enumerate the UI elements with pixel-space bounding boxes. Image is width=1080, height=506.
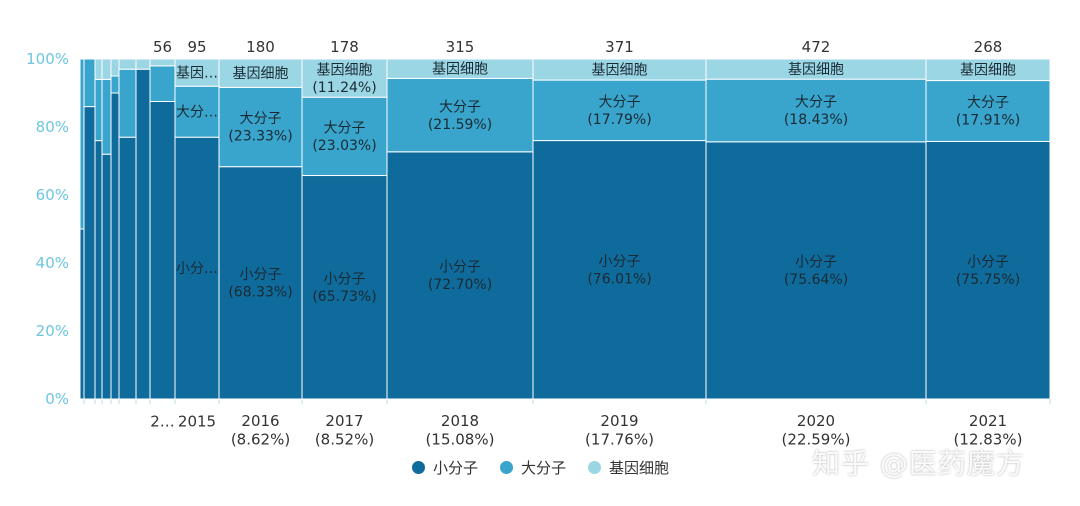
y-tick-label: 20% xyxy=(36,322,69,340)
column-total-label: 180 xyxy=(246,38,275,56)
segment-gene-cell xyxy=(118,58,137,70)
segment-large-molecule xyxy=(705,78,927,143)
legend-swatch xyxy=(588,461,602,474)
segment-large-molecule xyxy=(532,79,707,142)
segment-label: 小分子(75.64%) xyxy=(784,255,848,289)
x-tick-label: 2016 (8.62%) xyxy=(231,412,290,449)
x-tick-label: 2015 xyxy=(178,412,216,430)
column-total-label: 95 xyxy=(187,38,206,56)
legend-label: 基因细胞 xyxy=(609,459,670,477)
segment-small-molecule xyxy=(83,106,96,400)
x-tick-label: 2019 (17.76%) xyxy=(585,412,654,449)
legend-item-small-molecule: 小分子 xyxy=(412,457,478,478)
x-tick-label: 2017 (8.52%) xyxy=(315,412,374,449)
column-total-label: 268 xyxy=(974,38,1003,56)
segment-label: 大分子(17.91%) xyxy=(956,95,1020,129)
segment-gene-cell xyxy=(218,58,303,88)
y-tick-label: 60% xyxy=(36,186,69,204)
y-tick-label: 0% xyxy=(45,390,69,408)
segment-label: 小分子(65.73%) xyxy=(312,271,376,305)
segment-label: 基因… xyxy=(176,65,218,82)
legend-swatch xyxy=(500,461,514,474)
column-total-label: 56 xyxy=(153,38,172,56)
segment-label: 基因细胞 xyxy=(788,61,844,78)
legend-item-gene-cell: 基因细胞 xyxy=(588,457,669,478)
segment-small-molecule xyxy=(118,136,137,400)
segment-label: 大分子(21.59%) xyxy=(428,99,492,133)
segment-large-molecule xyxy=(110,75,120,94)
segment-gene-cell xyxy=(110,58,120,77)
segment-small-molecule xyxy=(705,141,927,400)
segment-large-molecule xyxy=(925,80,1051,142)
segment-label: 基因细胞 xyxy=(592,61,648,78)
legend: 小分子 大分子 基因细胞 xyxy=(412,457,669,478)
segment-large-molecule xyxy=(174,85,220,138)
segment-gene-cell xyxy=(94,58,103,80)
x-tick-label: 2020 (22.59%) xyxy=(782,412,851,449)
segment-small-molecule xyxy=(135,68,151,400)
y-tick-label: 40% xyxy=(36,254,69,272)
segment-gene-cell xyxy=(149,58,176,67)
x-tick-label: 2… xyxy=(150,412,175,430)
segment-label: 基因细胞 xyxy=(233,65,289,82)
segment-small-molecule xyxy=(79,228,85,400)
segment-large-molecule xyxy=(101,78,112,155)
segment-large-molecule xyxy=(79,58,85,230)
segment-label: 大分子(18.43%) xyxy=(784,95,848,129)
segment-large-molecule xyxy=(118,68,137,138)
column-total-label: 315 xyxy=(446,38,475,56)
segment-gene-cell xyxy=(174,58,220,87)
segment-label: 基因细胞 xyxy=(432,61,488,78)
segment-label: 基因细胞 xyxy=(960,62,1016,79)
segment-label: 大分子(23.03%) xyxy=(312,121,376,155)
segment-large-molecule xyxy=(94,78,103,142)
legend-item-large-molecule: 大分子 xyxy=(500,457,566,478)
segment-large-molecule xyxy=(218,86,303,168)
segment-small-molecule xyxy=(101,153,112,400)
segment-small-molecule xyxy=(218,166,303,400)
segment-small-molecule xyxy=(386,151,534,400)
segment-label: 小分子(76.01%) xyxy=(587,254,651,288)
column-total-label: 178 xyxy=(330,38,359,56)
column-total-label: 371 xyxy=(605,38,634,56)
segment-label: 小分子(68.33%) xyxy=(228,267,292,301)
segment-label: 小分子(72.70%) xyxy=(428,260,492,294)
segment-small-molecule xyxy=(110,92,120,400)
y-tick-label: 100% xyxy=(26,50,69,68)
segment-large-molecule xyxy=(149,65,176,103)
segment-label: 大分子(17.79%) xyxy=(587,94,651,128)
segment-label: 基因细胞(11.24%) xyxy=(312,61,376,96)
segment-label: 大分子(23.33%) xyxy=(228,111,292,145)
column-total-label: 472 xyxy=(802,38,831,56)
x-tick-label: 2018 (15.08%) xyxy=(426,412,495,449)
segment-small-molecule xyxy=(532,140,707,400)
segment-gene-cell xyxy=(301,58,388,98)
x-tick-label: 2021 (12.83%) xyxy=(954,412,1023,449)
segment-gene-cell xyxy=(135,58,151,70)
y-tick-label: 80% xyxy=(36,118,69,136)
watermark: 知乎 @医药魔方 xyxy=(812,447,1025,480)
segment-label: 小分… xyxy=(176,261,218,277)
segment-large-molecule xyxy=(386,77,534,153)
segment-small-molecule xyxy=(301,175,388,400)
legend-swatch xyxy=(412,461,425,474)
segment-gene-cell xyxy=(101,58,112,80)
segment-small-molecule xyxy=(94,140,103,400)
segment-label: 大分… xyxy=(176,105,218,121)
segment-large-molecule xyxy=(83,58,96,108)
legend-label: 大分子 xyxy=(521,459,567,477)
segment-label: 小分子(75.75%) xyxy=(956,254,1020,288)
segment-small-molecule xyxy=(149,101,176,400)
segment-small-molecule xyxy=(925,140,1051,400)
segment-gene-cell xyxy=(925,58,1051,82)
legend-label: 小分子 xyxy=(433,459,479,477)
